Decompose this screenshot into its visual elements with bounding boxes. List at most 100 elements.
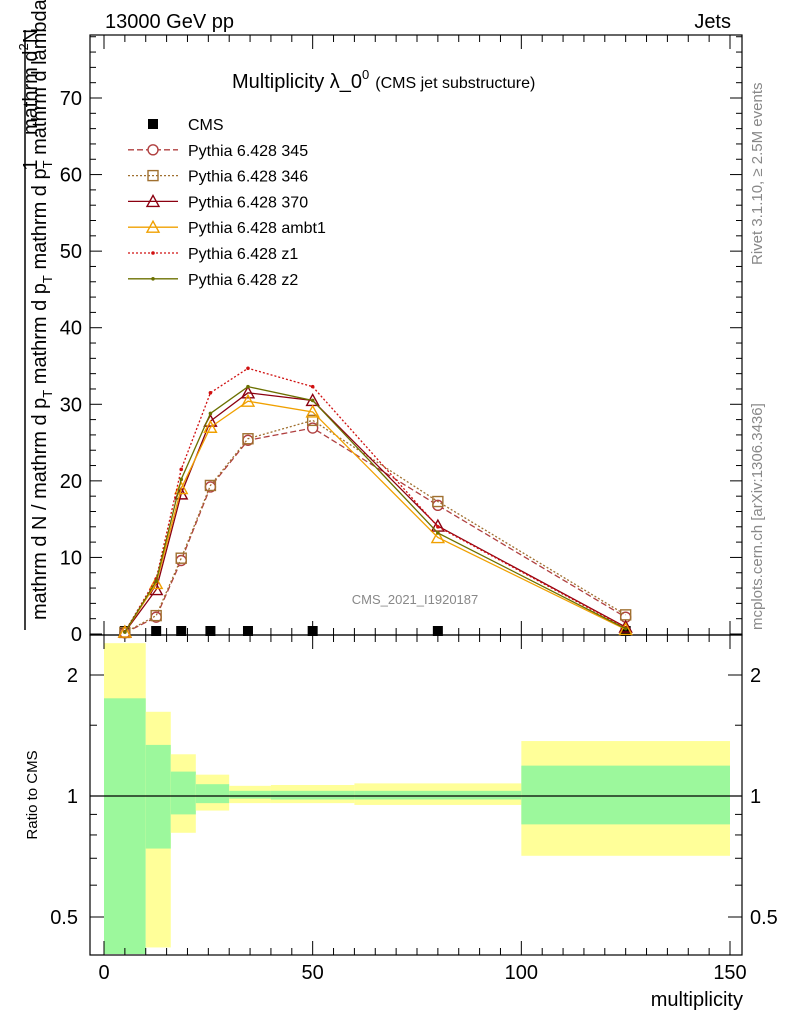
- ratio-stat-band: [229, 790, 271, 799]
- x-tick-label: 150: [713, 962, 746, 984]
- series-pythia-6-428-ambt1-line: [124, 400, 626, 633]
- legend-pythia-6-428-370: Pythia 6.428 370: [128, 193, 308, 211]
- series-cms-marker: [205, 626, 216, 636]
- ratio-y-tick-label: 0.5: [50, 907, 78, 929]
- series-cms-marker: [620, 626, 631, 636]
- mcplots-label: mcplots.cern.ch [arXiv:1306.3436]: [749, 403, 766, 630]
- legend-pythia-6-428-345-label: Pythia 6.428 345: [188, 143, 308, 160]
- series-pythia-6-428-345-marker: [306, 422, 319, 434]
- ratio-stat-band: [195, 784, 230, 804]
- x-tick-labels: 0 50 100 150: [98, 962, 746, 984]
- ratio-y-tick-label-right: 0.5: [750, 907, 778, 929]
- data-series: [117, 366, 633, 639]
- legend-pythia-6-428-z1: Pythia 6.428 z1: [128, 246, 298, 263]
- x-tick-label: 0: [98, 962, 109, 984]
- ratio-stat-band: [104, 698, 146, 954]
- series-pythia-6-428-z1-marker: [436, 525, 440, 529]
- x-tick-label: 100: [505, 962, 538, 984]
- ratio-stat-band: [170, 771, 196, 815]
- legend-pythia-6-428-345-marker: [147, 144, 159, 156]
- series-pythia-6-428-ambt1-marker: [240, 393, 256, 407]
- header-jets: Jets: [694, 11, 731, 33]
- series-pythia-6-428-ambt1-marker: [430, 530, 446, 544]
- legend-cms-marker: [148, 119, 158, 129]
- series-pythia-6-428-346-line: [124, 419, 627, 634]
- y-tick-label: 70: [60, 88, 82, 110]
- legend: CMS Pythia 6.428 345 Pythia 6.428 346 Pythi…: [128, 117, 326, 289]
- series-pythia-6-428-z2: [123, 384, 628, 634]
- series-cms-marker: [176, 626, 187, 636]
- series-pythia-6-428-z1-marker: [310, 384, 315, 389]
- series-pythia-6-428-z2-marker: [623, 626, 628, 631]
- series-pythia-6-428-346-marker: [432, 495, 444, 508]
- y-tick-label: 30: [60, 394, 82, 416]
- ratio-y-tick-label-right: 2: [750, 665, 761, 687]
- y-tick-label: 0: [71, 624, 82, 646]
- series-pythia-6-428-ambt1-marker: [618, 621, 633, 636]
- ratio-stat-band: [270, 790, 355, 800]
- series-cms-marker: [307, 626, 318, 636]
- legend-pythia-6-428-z1-label: Pythia 6.428 z1: [188, 246, 298, 263]
- y-tick-label: 40: [60, 318, 82, 340]
- series-pythia-6-428-z1-marker: [246, 366, 250, 371]
- legend-pythia-6-428-370-label: Pythia 6.428 370: [188, 194, 308, 211]
- header-energy: 13000 GeV pp: [105, 11, 234, 33]
- x-tick-label: 50: [302, 962, 324, 984]
- series-pythia-6-428-346: [119, 414, 632, 639]
- legend-pythia-6-428-z2-marker: [151, 277, 155, 281]
- series-pythia-6-428-346-marker: [306, 414, 319, 427]
- legend-cms-label: CMS: [188, 117, 224, 134]
- series-pythia-6-428-ambt1-marker: [305, 404, 320, 418]
- legend-pythia-6-428-z2-label: Pythia 6.428 z2: [188, 272, 298, 289]
- series-pythia-6-428-z2-marker: [208, 411, 213, 416]
- ratio-stat-band: [521, 765, 730, 825]
- series-pythia-6-428-z2-marker: [436, 531, 440, 535]
- series-pythia-6-428-ambt1-marker: [203, 419, 218, 433]
- series-pythia-6-428-z2-marker: [123, 630, 127, 634]
- series-pythia-6-428-370-line: [124, 392, 626, 633]
- series-pythia-6-428-ambt1: [117, 393, 633, 638]
- series-pythia-6-428-z2-marker: [154, 579, 158, 583]
- series-pythia-6-428-z2-marker: [246, 384, 250, 389]
- series-pythia-6-428-346-marker: [242, 433, 254, 445]
- legend-pythia-6-428-ambt1: Pythia 6.428 ambt1: [128, 219, 326, 237]
- title-sub: (CMS jet substructure): [375, 75, 535, 92]
- series-pythia-6-428-346-marker: [175, 552, 187, 564]
- title-sup: 0: [362, 67, 369, 82]
- ratio-stat-band: [145, 744, 171, 849]
- series-pythia-6-428-z1-line: [124, 367, 626, 633]
- series-pythia-6-428-z1-marker: [208, 391, 213, 395]
- series-pythia-6-428-346-marker: [150, 609, 162, 622]
- y-tick-label: 20: [60, 471, 82, 493]
- y-label-denominator: mathrm d N / mathrm d pT mathrm d pT mat…: [29, 0, 55, 620]
- legend-pythia-6-428-370-marker: [145, 193, 161, 208]
- series-pythia-6-428-ambt1-marker: [174, 481, 189, 495]
- y-tick-labels: 0 10 20 30 40 50 60 70: [60, 88, 82, 646]
- y-tick-label: 10: [60, 547, 82, 569]
- legend-pythia-6-428-z1-marker: [151, 251, 155, 255]
- ratio-y-tick-label-right: 1: [750, 786, 761, 808]
- ratio-y-tick-label: 1: [67, 786, 78, 808]
- series-pythia-6-428-ambt1-marker: [117, 624, 133, 638]
- ratio-bands: [104, 643, 730, 954]
- y-tick-label: 50: [60, 241, 82, 263]
- legend-pythia-6-428-346-label: Pythia 6.428 346: [188, 169, 308, 186]
- watermark: CMS_2021_I1920187: [352, 592, 479, 607]
- series-pythia-6-428-345-marker: [175, 554, 187, 567]
- series-cms-marker: [242, 626, 253, 636]
- series-pythia-6-428-345-line: [124, 427, 626, 634]
- ratio-y-tick-labels: 0.5 0.5 1 1 2 2: [50, 665, 778, 929]
- series-pythia-6-428-z2-marker: [179, 477, 184, 482]
- ratio-y-label: Ratio to CMS: [24, 750, 41, 839]
- ratio-plot-frame: [89, 634, 743, 956]
- y-axis-label: 1 mathrm d2N mathrm d N / mathrm d pT ma…: [16, 0, 55, 630]
- y-label-one: 1: [20, 159, 42, 170]
- y-tick-label: 60: [60, 165, 82, 187]
- legend-pythia-6-428-ambt1-marker: [145, 219, 161, 233]
- legend-pythia-6-428-346: Pythia 6.428 346: [128, 169, 308, 186]
- series-cms-marker: [151, 626, 162, 636]
- series-pythia-6-428-z2-line: [124, 385, 626, 633]
- series-pythia-6-428-z1-marker: [179, 467, 184, 472]
- rivet-label: Rivet 3.1.10, ≥ 2.5M events: [749, 83, 766, 266]
